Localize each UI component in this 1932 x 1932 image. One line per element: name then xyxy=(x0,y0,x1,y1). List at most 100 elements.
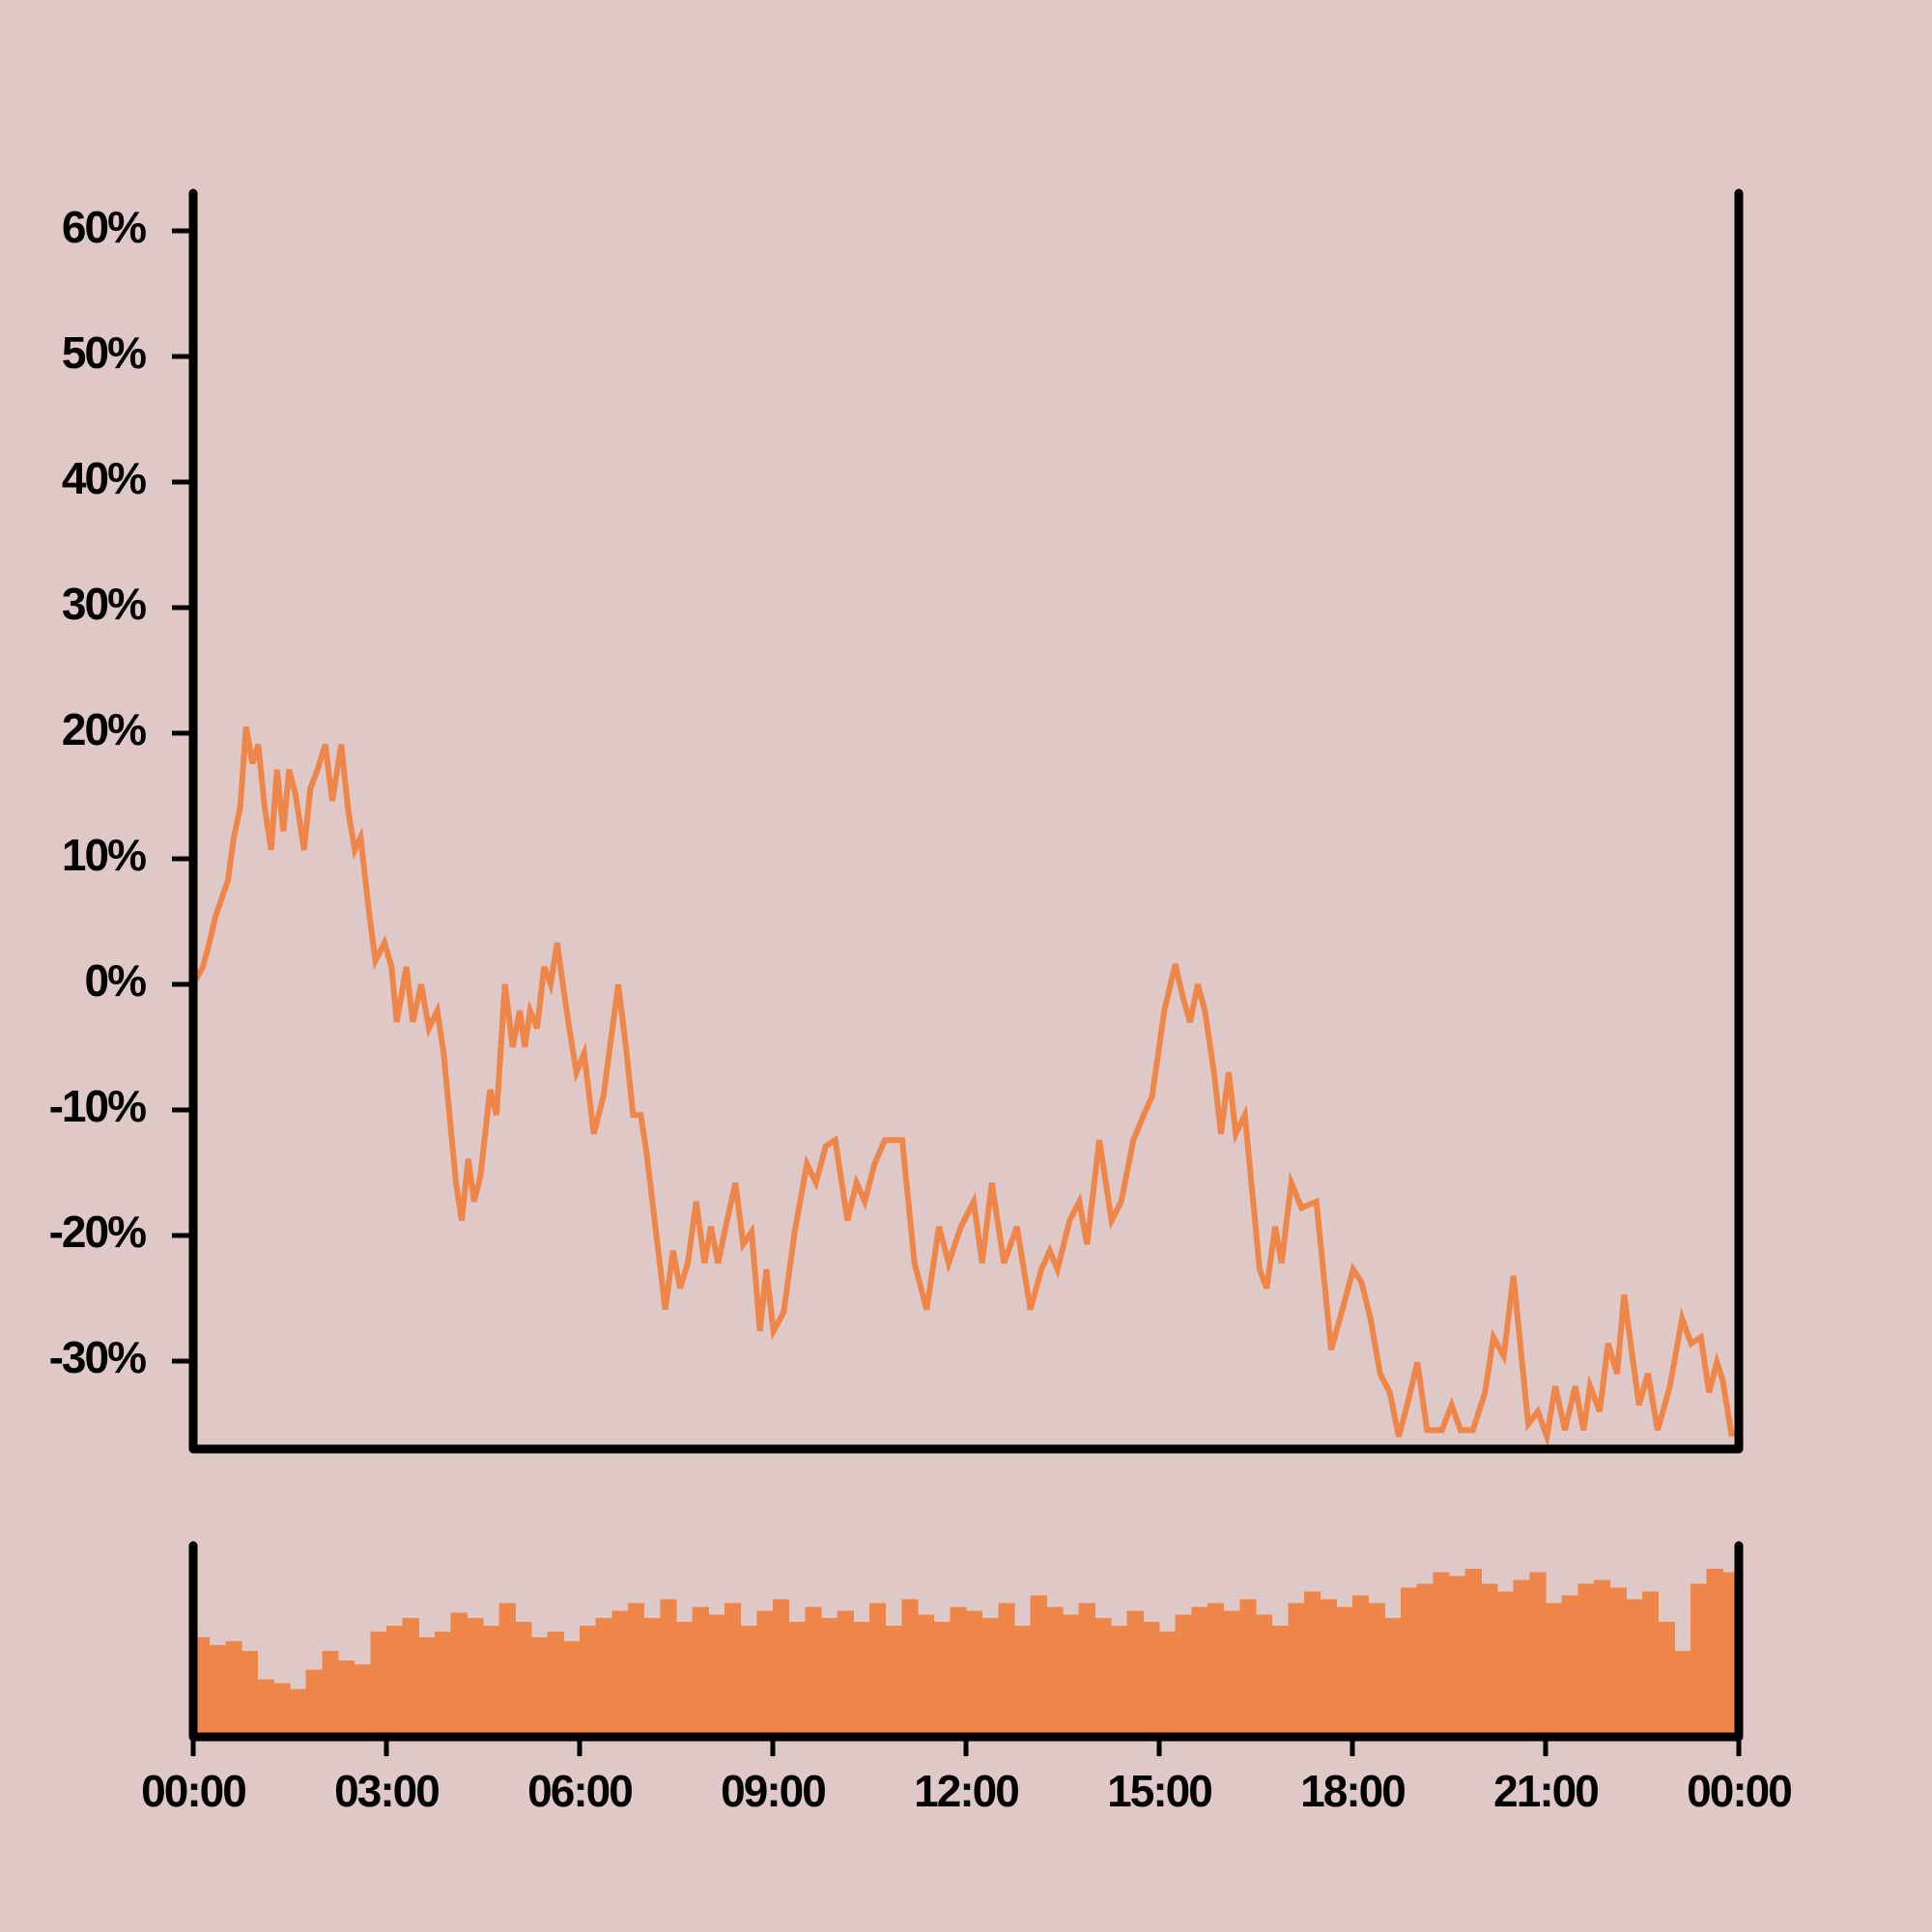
volume-bar xyxy=(901,1599,919,1737)
volume-bar xyxy=(1706,1568,1723,1737)
volume-bar xyxy=(1529,1572,1547,1737)
volume-bar xyxy=(1384,1618,1402,1737)
volume-bar xyxy=(435,1632,452,1737)
axis-frame xyxy=(188,1541,1744,1742)
x-tick-label: 18:00 xyxy=(1300,1766,1405,1816)
x-tick-label: 06:00 xyxy=(527,1766,632,1816)
y-tick-label: 20% xyxy=(62,704,146,754)
volume-bar xyxy=(1078,1603,1095,1737)
volume-bar xyxy=(1609,1587,1627,1737)
volume-bar xyxy=(1626,1599,1643,1737)
y-tick-label: 0% xyxy=(85,955,147,1006)
volume-bar xyxy=(692,1606,709,1737)
volume-bar xyxy=(1658,1622,1675,1737)
y-tick-label: -30% xyxy=(49,1332,146,1382)
x-tick-label: 21:00 xyxy=(1493,1766,1598,1816)
volume-bar xyxy=(1336,1606,1353,1737)
volume-bar xyxy=(563,1641,581,1737)
volume-bar xyxy=(1159,1632,1177,1737)
volume-bar xyxy=(998,1603,1015,1737)
volume-bar xyxy=(418,1637,436,1737)
x-tick-label: 09:00 xyxy=(721,1766,825,1816)
volume-bar xyxy=(242,1650,259,1737)
y-tick-label: 60% xyxy=(62,202,146,252)
y-tick-label: -20% xyxy=(49,1207,146,1257)
x-tick-label: 00:00 xyxy=(1687,1766,1791,1816)
volume-bar xyxy=(386,1626,404,1737)
volume-bar xyxy=(1014,1626,1032,1737)
volume-bar xyxy=(643,1618,661,1737)
volume-bar xyxy=(370,1632,387,1737)
volume-bar xyxy=(1433,1572,1450,1737)
volume-bar xyxy=(1256,1614,1273,1737)
volume-bar xyxy=(773,1599,790,1737)
volume-bar xyxy=(1561,1595,1578,1737)
volume-bar xyxy=(322,1650,339,1737)
volume-bar xyxy=(853,1622,870,1737)
volume-bar xyxy=(483,1626,500,1737)
volume-bar xyxy=(290,1689,307,1737)
volume-bar xyxy=(1449,1576,1466,1737)
volume-bar xyxy=(1223,1610,1240,1737)
volume-bar xyxy=(933,1622,951,1737)
volume-bar xyxy=(676,1622,694,1737)
volume-bar xyxy=(1368,1603,1385,1737)
price-panel: 60% 50% 40% 30% 20% 10% 0% -10% -20% -30% xyxy=(49,188,1744,1454)
volume-bar xyxy=(1208,1603,1225,1737)
volume-bar xyxy=(1111,1626,1128,1737)
volume-bar xyxy=(869,1603,887,1737)
volume-bar xyxy=(1094,1618,1112,1737)
volume-bar xyxy=(724,1603,742,1737)
y-tick-label: 30% xyxy=(62,579,146,629)
volume-bar xyxy=(498,1603,516,1737)
volume-bar xyxy=(950,1606,967,1737)
volume-bar xyxy=(611,1610,629,1737)
volume-bar xyxy=(225,1641,242,1737)
volume-bar xyxy=(1271,1626,1289,1737)
x-tick-label: 15:00 xyxy=(1107,1766,1211,1816)
volume-bar xyxy=(467,1618,484,1737)
volume-bar xyxy=(1464,1568,1482,1737)
volume-bar xyxy=(1320,1599,1337,1737)
volume-bar xyxy=(660,1599,677,1737)
x-tick-label: 03:00 xyxy=(334,1766,439,1816)
volume-bar xyxy=(756,1610,774,1737)
volume-bar xyxy=(1191,1606,1208,1737)
volume-bar xyxy=(918,1614,935,1737)
volume-bar xyxy=(531,1637,549,1737)
volume-bar xyxy=(740,1626,757,1737)
volume-bar xyxy=(1642,1591,1660,1737)
y-tick-label: 10% xyxy=(62,830,146,880)
y-tick-label: 40% xyxy=(62,453,146,503)
volume-bar xyxy=(338,1660,355,1737)
volume-bar xyxy=(1481,1583,1498,1737)
volume-bar xyxy=(885,1626,902,1737)
volume-bar xyxy=(1546,1603,1563,1737)
volume-bar xyxy=(1304,1591,1321,1737)
x-tick-label: 12:00 xyxy=(914,1766,1018,1816)
volume-bar xyxy=(1594,1579,1611,1737)
volume-bar xyxy=(1513,1579,1530,1737)
y-tick-label: 50% xyxy=(62,327,146,378)
volume-bar xyxy=(450,1612,468,1737)
volume-bar xyxy=(1352,1595,1370,1737)
volume-bar xyxy=(1497,1591,1515,1737)
volume-bar xyxy=(402,1618,419,1737)
volume-bar xyxy=(837,1610,854,1737)
volume-bar xyxy=(209,1644,226,1737)
x-tick-label: 00:00 xyxy=(141,1766,245,1816)
volume-bar xyxy=(788,1622,806,1737)
volume-bar xyxy=(257,1679,274,1737)
volume-bar xyxy=(1690,1583,1708,1737)
volume-bar xyxy=(595,1618,612,1737)
volume-bar xyxy=(273,1683,291,1737)
volume-bar xyxy=(354,1663,371,1737)
volume-bar xyxy=(1239,1599,1257,1737)
volume-bar xyxy=(628,1603,645,1737)
volume-bar xyxy=(1030,1595,1047,1737)
volume-panel: 00:00 03:00 06:00 09:00 12:00 15:00 18:00 21:00… xyxy=(141,1541,1793,1816)
volume-bar xyxy=(515,1622,532,1737)
volume-bar xyxy=(1046,1606,1064,1737)
volume-bar xyxy=(966,1610,983,1737)
